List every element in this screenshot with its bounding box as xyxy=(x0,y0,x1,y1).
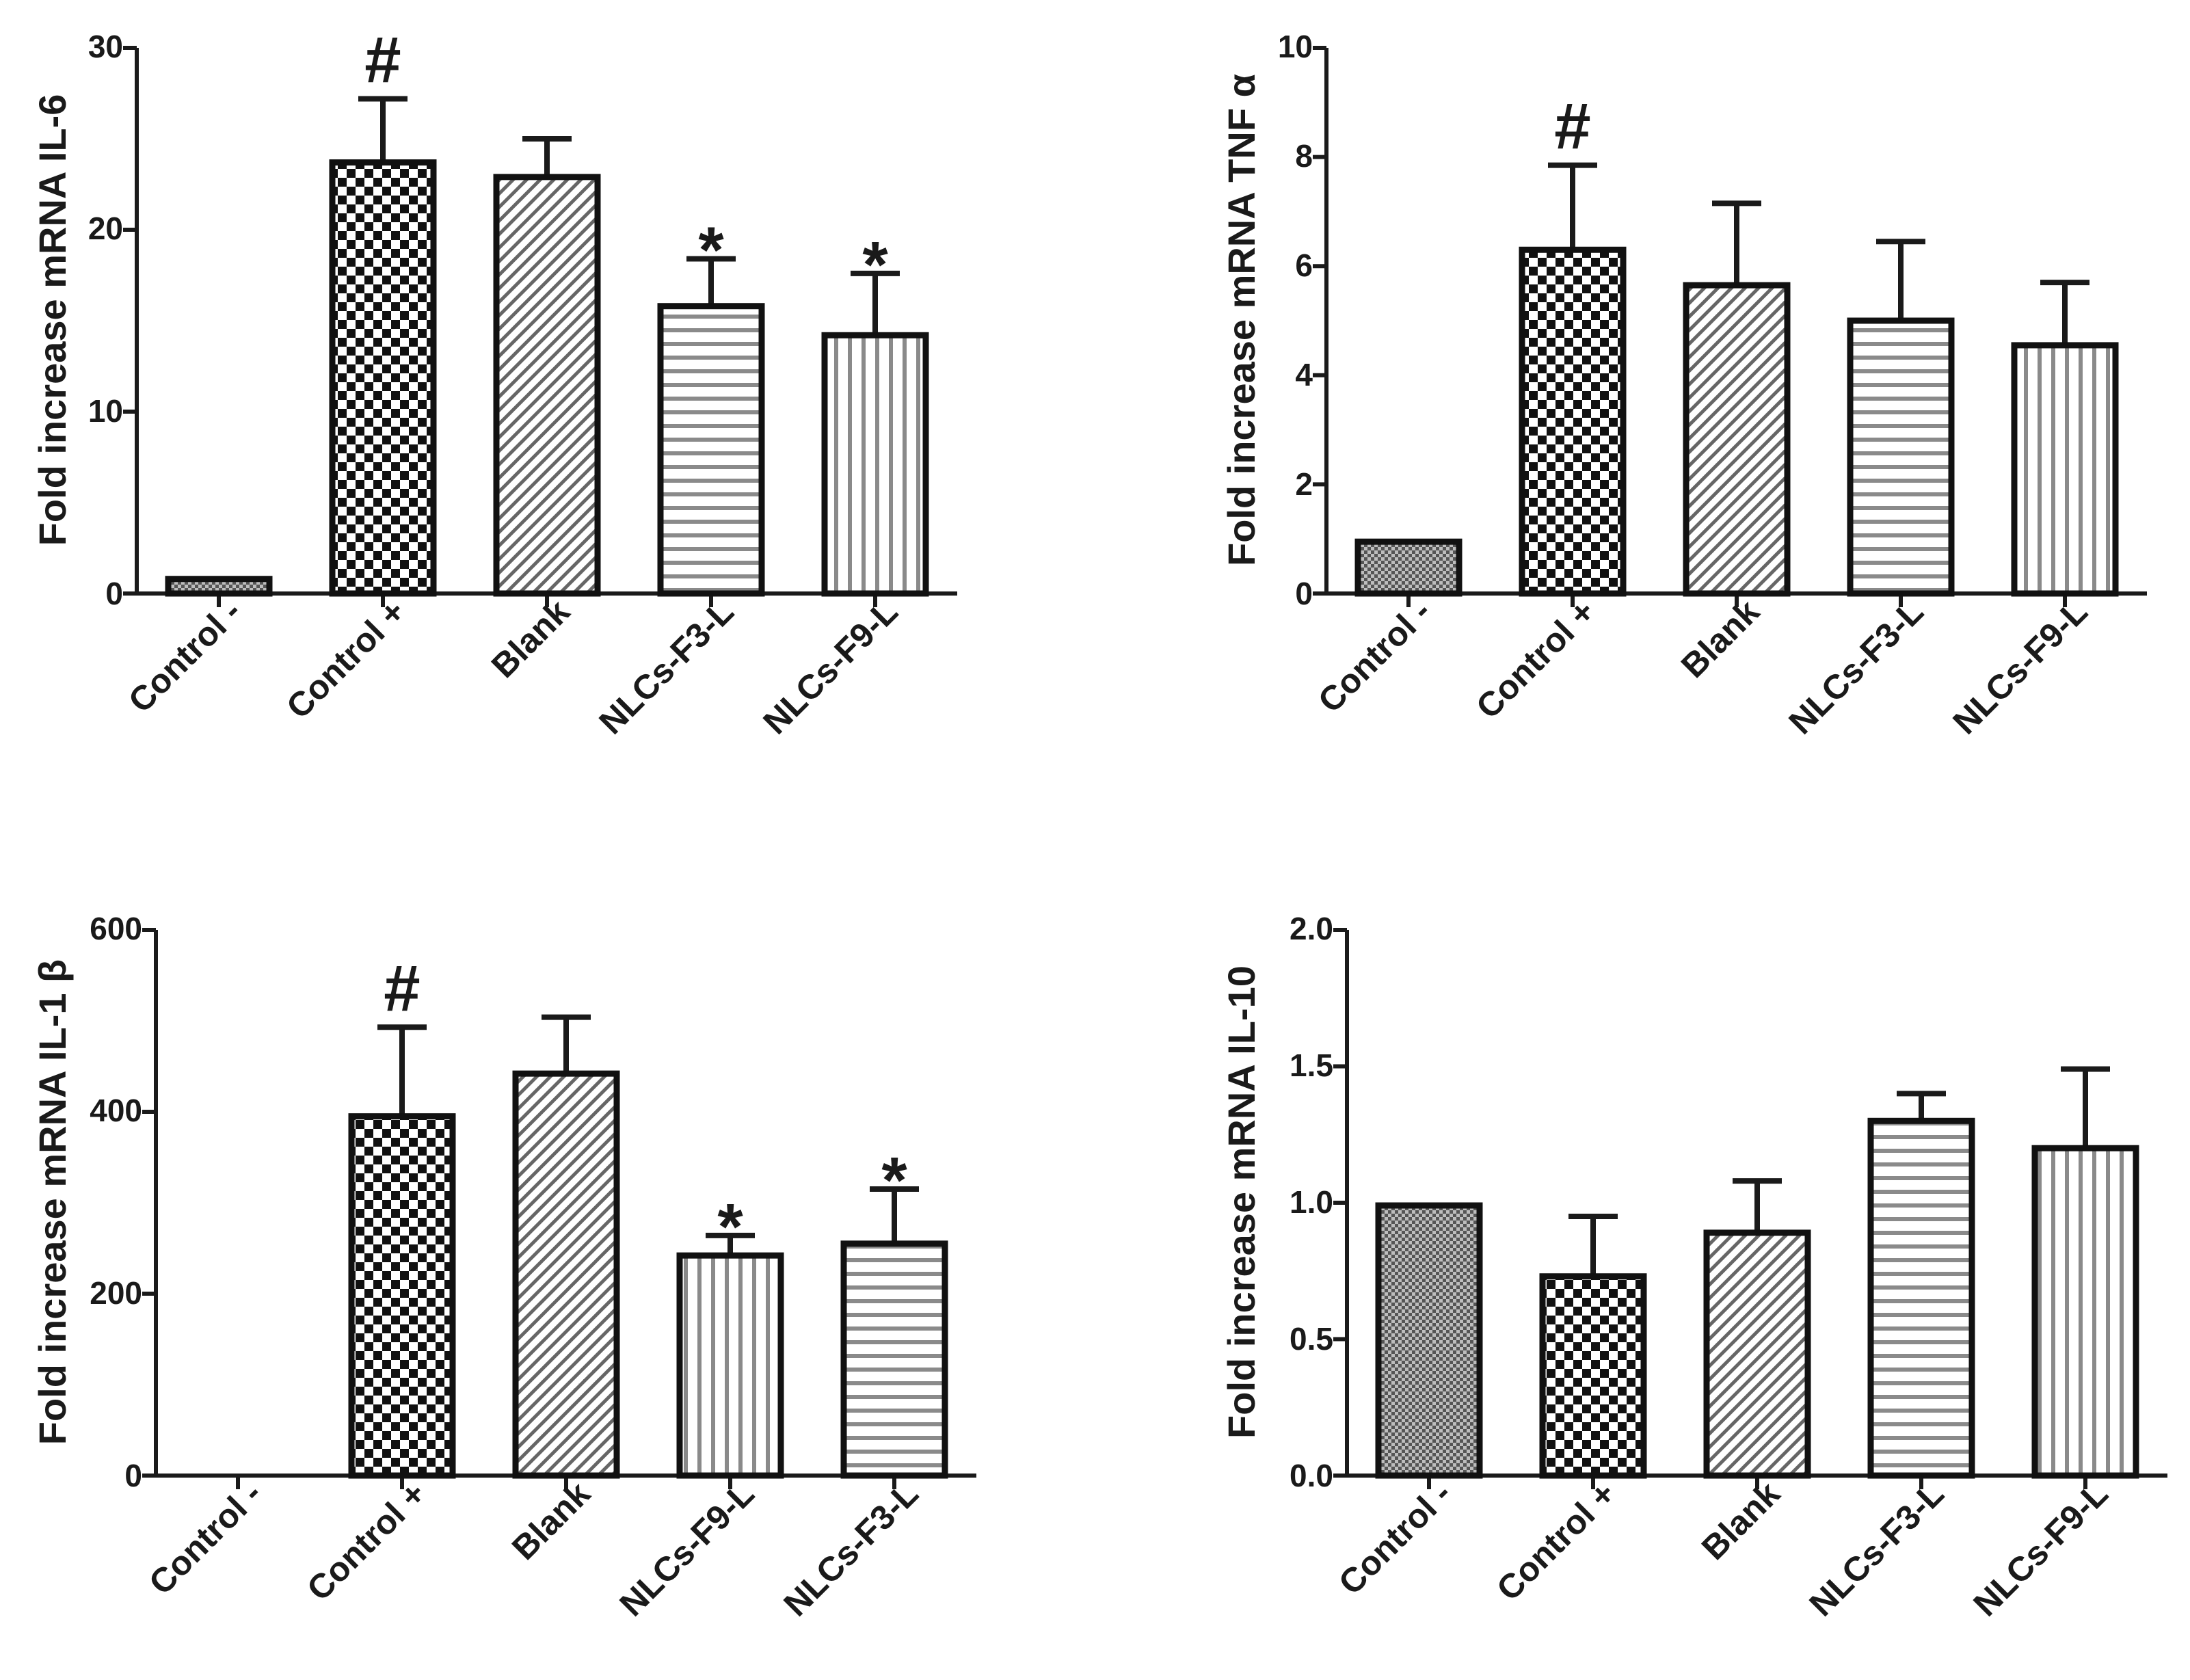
category-labels-il6: Control - Control + Blank NLCs-F3-L NLCs… xyxy=(121,592,905,741)
ytick-labels-il6: 0 10 20 30 xyxy=(88,29,123,611)
category-label: Control + xyxy=(279,592,413,726)
bar xyxy=(1539,1273,1647,1479)
ylabel-il1b: Fold increase mRNA IL-1 β xyxy=(31,959,74,1445)
ytick-label: 0.5 xyxy=(1290,1321,1333,1357)
ytick-label: 2.0 xyxy=(1290,911,1333,946)
ytick-label: 0.0 xyxy=(1290,1458,1333,1493)
ytick-labels-tnf: 0 2 4 6 8 10 xyxy=(1278,29,1313,611)
ytick-label: 8 xyxy=(1295,138,1313,174)
bar xyxy=(840,1240,948,1479)
ytick-label: 4 xyxy=(1295,357,1313,392)
category-label: NLCs-F3-L xyxy=(591,592,740,741)
ytick-labels-il10: 0.0 0.5 1.0 1.5 2.0 xyxy=(1290,911,1333,1493)
ytick-label: 200 xyxy=(90,1275,142,1311)
ytick-label: 30 xyxy=(88,29,123,64)
significance-mark: * xyxy=(881,1144,907,1217)
category-label: Blank xyxy=(484,592,577,685)
bar xyxy=(676,1252,784,1479)
ytick-label: 400 xyxy=(90,1093,142,1128)
category-label: Blank xyxy=(1694,1474,1787,1567)
ylabel-tnf: Fold increase mRNA TNF α xyxy=(1220,74,1263,566)
bar xyxy=(821,332,929,597)
category-label: Blank xyxy=(505,1474,598,1567)
category-label: Control - xyxy=(1311,592,1439,720)
category-label: NLCs-F9-L xyxy=(1966,1474,2115,1623)
bar xyxy=(2031,1145,2139,1479)
category-label: NLCs-F3-L xyxy=(1802,1474,1951,1623)
ytick-label: 0 xyxy=(1295,576,1313,611)
bar xyxy=(493,174,601,597)
category-labels-il1b: Control - Control + Blank NLCs-F9-L NLCs… xyxy=(142,1474,926,1623)
significance-mark: * xyxy=(862,228,888,302)
ylabel-il10: Fold increase mRNA IL-10 xyxy=(1220,965,1263,1439)
category-label: Control + xyxy=(1469,592,1603,726)
bar xyxy=(512,1070,620,1479)
bar xyxy=(1519,246,1627,597)
category-label: Control - xyxy=(142,1474,269,1602)
bars-il6: # * * xyxy=(123,23,957,607)
category-label: NLCs-F9-L xyxy=(1945,592,2094,741)
ytick-label: 0 xyxy=(124,1458,142,1493)
ytick-label: 20 xyxy=(88,211,123,246)
category-label: NLCs-F3-L xyxy=(776,1474,925,1623)
panel-il1b: Fold increase mRNA IL-1 β 0 200 400 600 … xyxy=(31,911,976,1624)
bar xyxy=(1354,538,1463,597)
ytick-labels-il1b: 0 200 400 600 xyxy=(90,911,142,1493)
category-labels-il10: Control - Control + Blank NLCs-F3-L NLCs… xyxy=(1331,1474,2115,1623)
category-label: Blank xyxy=(1674,592,1767,685)
category-label: Control - xyxy=(1331,1474,1459,1602)
bar xyxy=(657,303,765,597)
panel-il6: Fold increase mRNA IL-6 0 10 20 30 Contr… xyxy=(31,23,957,742)
category-label: NLCs-F3-L xyxy=(1781,592,1930,741)
panel-il10: Fold increase mRNA IL-10 0.0 0.5 1.0 1.5… xyxy=(1220,911,2167,1624)
ytick-label: 1.5 xyxy=(1290,1048,1333,1083)
bars-il10 xyxy=(1333,928,2167,1489)
bars-tnf: # xyxy=(1313,46,2147,607)
significance-mark: # xyxy=(384,952,420,1025)
bar xyxy=(165,576,273,597)
significance-mark: * xyxy=(717,1190,743,1264)
bars-il1b: # * * xyxy=(142,928,976,1489)
bar xyxy=(1847,317,1955,597)
significance-mark: * xyxy=(698,214,724,287)
ytick-label: 600 xyxy=(90,911,142,946)
category-labels-tnf: Control - Control + Blank NLCs-F3-L NLCs… xyxy=(1311,592,2095,741)
category-label: NLCs-F9-L xyxy=(612,1474,761,1623)
ylabel-il6: Fold increase mRNA IL-6 xyxy=(31,94,74,546)
category-label: Control + xyxy=(299,1474,433,1608)
bar xyxy=(1867,1117,1975,1479)
ytick-label: 2 xyxy=(1295,466,1313,502)
significance-mark: # xyxy=(1554,90,1590,163)
ytick-label: 10 xyxy=(1278,29,1313,64)
ytick-label: 10 xyxy=(88,393,123,429)
bar xyxy=(1683,282,1791,597)
bar xyxy=(329,159,437,597)
ytick-label: 0 xyxy=(105,576,123,611)
significance-mark: # xyxy=(364,23,401,96)
bar xyxy=(1703,1229,1811,1479)
category-label: Control + xyxy=(1489,1474,1623,1608)
ytick-label: 1.0 xyxy=(1290,1184,1333,1220)
panel-tnf: Fold increase mRNA TNF α 0 2 4 6 8 10 Co… xyxy=(1220,29,2147,742)
category-label: Control - xyxy=(121,592,249,720)
ytick-label: 6 xyxy=(1295,248,1313,283)
category-label: NLCs-F9-L xyxy=(756,592,905,741)
bar xyxy=(1375,1202,1483,1479)
bar xyxy=(348,1113,456,1479)
bar xyxy=(2011,342,2119,597)
